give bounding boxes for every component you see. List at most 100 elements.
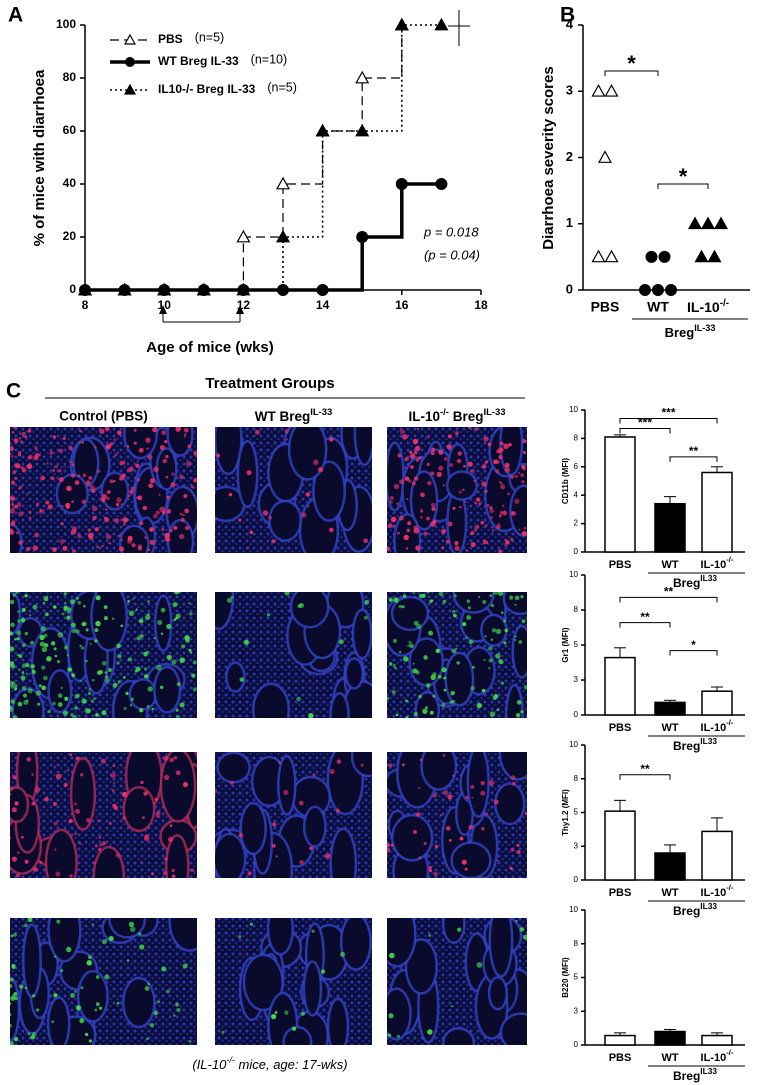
- marker: [713, 216, 729, 230]
- stain: [179, 512, 183, 516]
- bar: [604, 810, 636, 881]
- stain: [190, 868, 195, 873]
- stain: [452, 506, 456, 510]
- stain: [97, 848, 101, 852]
- group-label: BregIL33: [673, 736, 717, 753]
- stain: [138, 618, 144, 624]
- stain: [127, 600, 130, 603]
- stain: [49, 450, 54, 456]
- category-label: WT: [661, 887, 678, 899]
- crypt: [498, 752, 527, 781]
- stain: [26, 492, 29, 495]
- stain: [42, 509, 45, 512]
- x-tick-label: 10: [158, 298, 172, 312]
- stain: [387, 1033, 391, 1037]
- stain: [15, 477, 18, 481]
- stain: [523, 451, 526, 454]
- x-axis-label: Age of mice (wks): [146, 339, 274, 356]
- significance-bracket: [669, 650, 718, 656]
- stain: [144, 536, 147, 539]
- stain: [266, 613, 271, 617]
- y-tick-label: 4: [574, 490, 579, 499]
- stain: [22, 643, 26, 647]
- crypt: [10, 786, 30, 824]
- stain: [408, 640, 412, 644]
- micrograph: [387, 592, 527, 718]
- stain: [123, 706, 127, 710]
- significance-bracket: [619, 774, 671, 780]
- stain: [144, 614, 151, 621]
- crypt: [444, 651, 475, 707]
- stain: [404, 466, 407, 469]
- stain: [515, 475, 518, 478]
- stain: [135, 666, 141, 672]
- stain: [81, 698, 87, 704]
- stain: [135, 463, 140, 468]
- stain: [159, 506, 165, 513]
- stain: [238, 518, 242, 522]
- stain: [320, 969, 326, 974]
- stain: [77, 474, 81, 478]
- stain: [470, 468, 475, 474]
- crypt: [450, 841, 492, 878]
- stain: [239, 677, 245, 682]
- stain: [15, 531, 19, 535]
- stain: [512, 781, 516, 786]
- stain: [14, 638, 17, 641]
- stain: [117, 680, 121, 684]
- stain: [183, 434, 187, 438]
- y-tick-label: 3: [574, 1006, 579, 1015]
- stain: [238, 833, 244, 838]
- marker: [277, 284, 289, 296]
- stain: [112, 764, 115, 768]
- stain: [161, 966, 167, 972]
- micrograph: [10, 427, 197, 553]
- stain: [118, 546, 125, 552]
- stain: [148, 483, 154, 489]
- stain: [77, 600, 82, 605]
- stain: [58, 469, 62, 473]
- crypt: [108, 918, 147, 939]
- crypt: [329, 691, 350, 718]
- stain: [89, 642, 92, 645]
- stain: [408, 479, 412, 483]
- stain: [63, 605, 69, 611]
- stain: [175, 708, 179, 712]
- stain: [495, 653, 501, 659]
- stain: [27, 1032, 31, 1036]
- stain: [185, 525, 190, 531]
- stain: [115, 502, 120, 507]
- stain: [495, 469, 500, 474]
- crypt: [69, 756, 97, 831]
- stain: [521, 464, 526, 470]
- stain: [458, 490, 462, 494]
- stain: [519, 927, 525, 932]
- stain: [52, 605, 57, 609]
- stain: [82, 621, 87, 627]
- stain: [518, 528, 521, 531]
- stain: [16, 637, 20, 641]
- y-tick-label: 10: [569, 740, 578, 749]
- stain: [162, 458, 168, 464]
- legend-label: IL10-/- Breg IL-33: [158, 82, 256, 96]
- stain: [16, 851, 20, 854]
- crypt: [344, 657, 365, 690]
- stain: [283, 789, 289, 796]
- stain: [74, 706, 78, 710]
- stain: [515, 713, 521, 718]
- stain: [254, 429, 260, 435]
- stain: [17, 619, 21, 623]
- stain: [508, 442, 512, 447]
- stain: [27, 455, 32, 460]
- stain: [60, 969, 64, 973]
- superscript: IL-33: [310, 407, 332, 418]
- category-label: IL-10-/-: [687, 298, 729, 315]
- stain: [411, 481, 416, 486]
- text-run: Breg: [673, 739, 700, 753]
- text-run: Breg: [665, 325, 695, 340]
- stain: [298, 800, 304, 806]
- stain: [101, 544, 104, 548]
- stain: [164, 857, 168, 861]
- y-tick-label: 80: [63, 70, 77, 84]
- stain: [482, 542, 485, 545]
